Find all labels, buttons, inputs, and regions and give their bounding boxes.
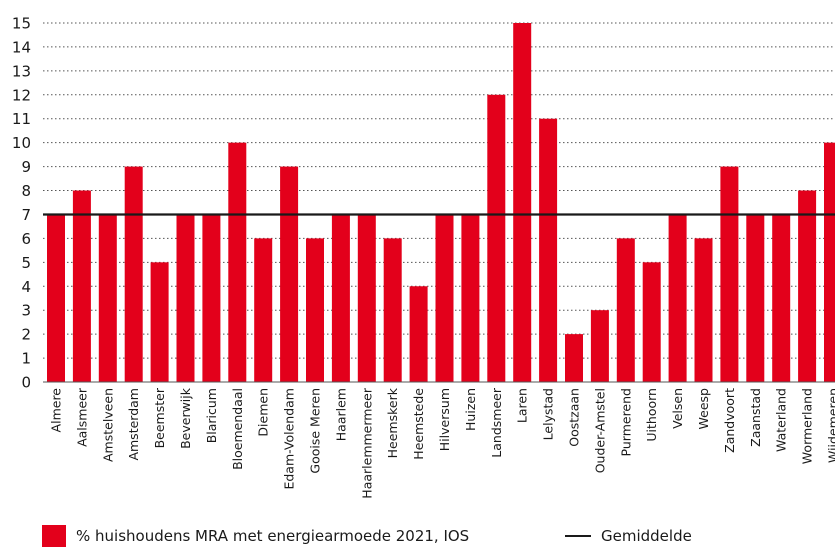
y-tick-label: 2 [21, 326, 31, 344]
bar [202, 214, 221, 382]
x-tick-label: Edam-Volendam [282, 388, 297, 490]
legend-swatch [42, 525, 66, 547]
bar [772, 214, 791, 382]
bars [47, 23, 835, 383]
bar [435, 214, 454, 382]
y-tick-label: 8 [21, 182, 31, 200]
x-tick-label: Velsen [670, 388, 685, 429]
x-tick-label: Purmerend [618, 388, 633, 456]
x-tick-label: Hilversum [437, 388, 452, 451]
legend-line-marker [565, 535, 591, 537]
bar [590, 310, 609, 382]
bar [357, 214, 376, 382]
y-tick-label: 4 [21, 278, 31, 296]
bar [539, 118, 558, 382]
x-tick-label: Weesp [696, 388, 711, 430]
bar [280, 166, 299, 382]
bar [461, 214, 480, 382]
y-tick-label: 9 [21, 158, 31, 176]
y-tick-label: 12 [12, 86, 31, 104]
y-tick-label: 13 [12, 62, 31, 80]
x-tick-label: Blaricum [204, 388, 219, 443]
bar [409, 286, 428, 382]
x-tick-label: Haarlem [333, 388, 348, 441]
bar [487, 94, 506, 383]
y-tick-label: 6 [21, 230, 31, 248]
x-tick-label: Laren [515, 388, 530, 423]
legend-average-label: Gemiddelde [601, 527, 692, 545]
x-tick-label: Ouder-Amstel [592, 388, 607, 473]
y-tick-label: 11 [12, 110, 31, 128]
x-tick-label: Heemstede [411, 388, 426, 460]
x-tick-label: Beverwijk [178, 387, 193, 449]
legend-item-average: Gemiddelde [565, 525, 692, 547]
bar [824, 142, 835, 382]
x-tick-label: Amsterdam [126, 388, 141, 461]
bar [72, 190, 91, 382]
x-tick-label: Zaanstad [748, 388, 763, 447]
x-tick-label: Amstelveen [100, 388, 115, 462]
y-tick-label: 15 [12, 15, 31, 33]
x-tick-label: Bloemendaal [230, 388, 245, 470]
y-tick-label: 10 [12, 134, 31, 152]
bar [798, 190, 817, 382]
bar [668, 214, 687, 382]
x-tick-label: Huizen [463, 388, 478, 431]
y-tick-label: 5 [21, 254, 31, 272]
x-tick-label: Wormerland [800, 388, 815, 464]
x-tick-label: Haarlemmermeer [359, 387, 374, 499]
bar [254, 238, 273, 382]
bar [331, 214, 350, 382]
bar [642, 262, 661, 382]
x-tick-label: Waterland [774, 388, 789, 452]
y-tick-label: 3 [21, 302, 31, 320]
x-tick-label: Wijdemeren [826, 388, 835, 463]
bar [306, 238, 324, 382]
legend-item-series: % huishoudens MRA met energiearmoede 202… [42, 525, 469, 547]
bar [47, 214, 65, 382]
bar [694, 238, 713, 382]
x-tick-label: Lelystad [541, 388, 556, 440]
y-tick-label: 1 [21, 350, 31, 368]
y-tick-label: 7 [21, 206, 31, 224]
x-tick-label: Aalsmeer [74, 387, 89, 447]
x-tick-label: Landsmeer [489, 387, 504, 458]
bar [150, 262, 169, 382]
bar [98, 214, 117, 382]
x-tick-label: Diemen [256, 388, 271, 437]
bar [176, 214, 195, 382]
bar [513, 23, 532, 382]
bar [228, 142, 247, 382]
bar [720, 166, 739, 382]
x-tick-label: Uithoorn [644, 388, 659, 442]
y-tick-label: 14 [12, 38, 31, 56]
bar [565, 334, 583, 382]
x-tick-label: Beemster [152, 387, 167, 448]
bar [383, 238, 402, 382]
y-tick-label: 0 [21, 374, 31, 392]
x-tick-label: Almere [49, 388, 64, 433]
x-tick-label: Heemskerk [385, 387, 400, 458]
x-tick-label: Zandvoort [722, 388, 737, 453]
legend-series-label: % huishoudens MRA met energiearmoede 202… [76, 527, 470, 545]
bar [616, 238, 635, 382]
x-tick-label: Oostzaan [567, 388, 582, 447]
bar [746, 214, 765, 382]
x-axis: Almere Aalsmeer Amstelveen Amsterdam Beemste… [43, 381, 835, 499]
x-tick-label: Gooise Meren [308, 388, 323, 474]
bar [124, 166, 143, 382]
